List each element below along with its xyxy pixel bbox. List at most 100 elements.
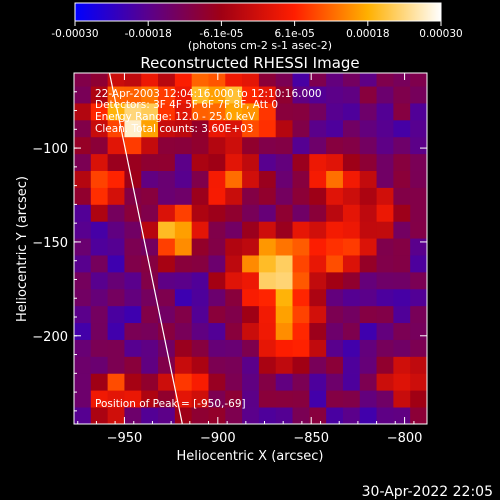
- heatmap-cell: [90, 238, 109, 256]
- heatmap-cell: [174, 153, 193, 171]
- heatmap-cell: [158, 73, 176, 87]
- heatmap-cell: [107, 204, 125, 222]
- heatmap-cell: [242, 390, 260, 408]
- heatmap-cell: [74, 356, 92, 374]
- heatmap-cell: [326, 204, 344, 222]
- heatmap-cell: [275, 305, 293, 324]
- heatmap-cell: [242, 170, 260, 188]
- heatmap-cell: [326, 238, 344, 256]
- heatmap-cell: [258, 204, 277, 222]
- heatmap-cell: [174, 373, 193, 391]
- heatmap-cell: [107, 187, 125, 205]
- heatmap-cell: [359, 339, 377, 357]
- heatmap-cell: [225, 373, 243, 391]
- heatmap-cell: [410, 322, 427, 340]
- heatmap-cell: [326, 153, 344, 171]
- colorbar-unit-label: (photons cm-2 s-1 asec-2): [188, 39, 332, 52]
- colorbar-tick-label-2: -6.1e-05: [199, 28, 243, 40]
- heatmap-cell: [124, 86, 142, 104]
- heatmap-cell: [124, 288, 142, 307]
- heatmap-cell: [191, 305, 209, 324]
- solar-limb-line: [108, 73, 183, 424]
- heatmap-cell: [275, 153, 293, 171]
- heatmap-cell: [326, 407, 344, 424]
- heatmap-cell: [410, 356, 427, 374]
- heatmap-cell: [342, 339, 361, 357]
- annotation-energy: Energy Range: 12.0 - 25.0 keV: [95, 111, 256, 123]
- heatmap-cell: [309, 221, 327, 239]
- heatmap-cell: [342, 136, 361, 155]
- heatmap-cell: [191, 73, 209, 87]
- heatmap-cell: [309, 339, 327, 357]
- heatmap-cell: [225, 73, 243, 87]
- heatmap-cell: [208, 204, 226, 222]
- heatmap-cell: [393, 170, 411, 188]
- heatmap-cell: [141, 73, 159, 87]
- heatmap-cell: [393, 187, 411, 205]
- heatmap-cell: [158, 271, 176, 290]
- heatmap-cell: [124, 356, 142, 374]
- heatmap-cell: [158, 390, 176, 408]
- heatmap-cell: [225, 407, 243, 424]
- heatmap-cell: [124, 221, 142, 239]
- heatmap-cell: [258, 255, 277, 273]
- heatmap-cell: [309, 305, 327, 324]
- heatmap-cell: [393, 136, 411, 155]
- heatmap-cell: [107, 238, 125, 256]
- heatmap-cell: [242, 103, 260, 121]
- heatmap-cell: [258, 288, 277, 307]
- colorbar-tick-label-5: 0.00030: [419, 28, 462, 40]
- heatmap-cell: [393, 255, 411, 273]
- heatmap-cell: [191, 153, 209, 171]
- heatmap-cell: [376, 73, 394, 87]
- heatmap-cell: [376, 238, 394, 256]
- heatmap-cell: [242, 73, 260, 87]
- heatmap-cell: [191, 255, 209, 273]
- x-tick-label-3: −800: [387, 431, 423, 446]
- heatmap-cell: [191, 103, 209, 121]
- heatmap-cell: [393, 86, 411, 104]
- heatmap-cell: [376, 170, 394, 188]
- heatmap-cell: [309, 153, 327, 171]
- heatmap-cell: [90, 356, 109, 374]
- heatmap-cell: [74, 322, 92, 340]
- heatmap-cell: [393, 153, 411, 171]
- heatmap-cell: [158, 153, 176, 171]
- heatmap-cell: [74, 204, 92, 222]
- heatmap-cell: [292, 136, 310, 155]
- heatmap-cell: [292, 255, 310, 273]
- heatmap-cell: [208, 103, 226, 121]
- heatmap-cell: [158, 86, 176, 104]
- heatmap-cell: [208, 322, 226, 340]
- heatmap-cell: [342, 73, 361, 87]
- heatmap-cell: [275, 73, 293, 87]
- heatmap-cell: [376, 305, 394, 324]
- heatmap-cell: [376, 187, 394, 205]
- heatmap-cell: [141, 305, 159, 324]
- chart-title: Reconstructed RHESSI Image: [140, 54, 359, 72]
- heatmap-cell: [74, 187, 92, 205]
- heatmap-cell: [141, 238, 159, 256]
- heatmap-cell: [258, 305, 277, 324]
- heatmap-cell: [342, 170, 361, 188]
- heatmap-cell: [208, 373, 226, 391]
- heatmap-cell: [326, 187, 344, 205]
- heatmap-cell: [225, 322, 243, 340]
- heatmap-cell: [275, 204, 293, 222]
- heatmap-cell: [393, 356, 411, 374]
- heatmap-cell: [359, 187, 377, 205]
- heatmap-cell: [158, 255, 176, 273]
- heatmap-cell: [275, 255, 293, 273]
- heatmap-cell: [191, 170, 209, 188]
- heatmap-cell: [242, 407, 260, 424]
- heatmap-cell: [225, 204, 243, 222]
- heatmap-cell: [90, 339, 109, 357]
- heatmap-cell: [342, 390, 361, 408]
- heatmap-cell: [410, 390, 427, 408]
- heatmap-cell: [107, 271, 125, 290]
- heatmap-cell: [74, 153, 92, 171]
- heatmap-cell: [141, 153, 159, 171]
- heatmap-cell: [191, 271, 209, 290]
- heatmap-cell: [124, 73, 142, 87]
- heatmap-cell: [376, 288, 394, 307]
